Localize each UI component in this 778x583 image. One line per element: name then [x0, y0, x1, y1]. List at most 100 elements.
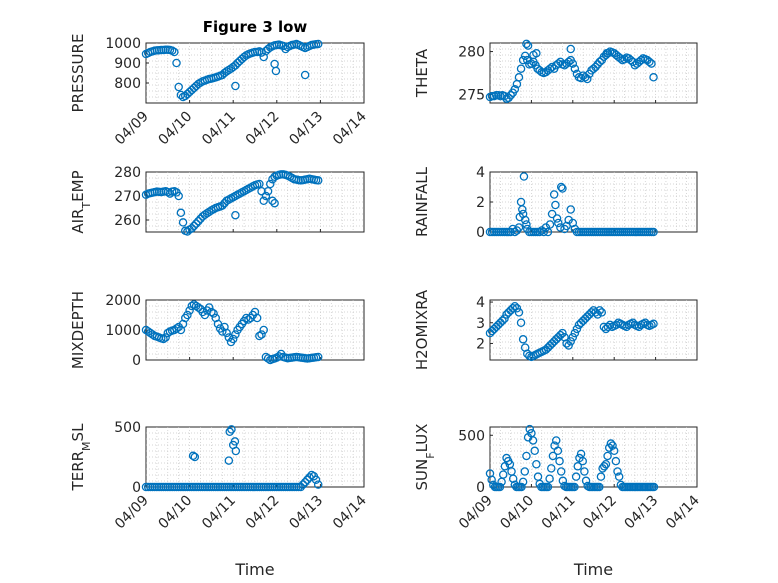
- data-point: [558, 328, 567, 338]
- data-point: [595, 306, 604, 315]
- y-axis-label: RAINFALL: [413, 166, 431, 237]
- data-point: [268, 196, 277, 206]
- data-point: [611, 456, 621, 466]
- x-tick-label: 04/09: [112, 493, 152, 533]
- data-point: [516, 64, 526, 73]
- data-point: [551, 200, 560, 210]
- data-point: [518, 477, 528, 487]
- data-point: [231, 81, 240, 91]
- data-point: [568, 59, 578, 68]
- data-point: [170, 47, 179, 57]
- data-point: [532, 49, 541, 58]
- data-point: [520, 215, 530, 225]
- x-tick-label: 04/14: [663, 492, 703, 532]
- data-point: [566, 44, 575, 54]
- y-tick-label: 4: [476, 295, 485, 311]
- data-point: [517, 482, 526, 492]
- y-tick-label: 3: [476, 316, 485, 332]
- panel-rainfall: 0 2 4 RAINFALL: [413, 165, 698, 241]
- data-point: [527, 59, 536, 68]
- data-point: [174, 82, 183, 92]
- data-point: [647, 59, 656, 68]
- data-point: [613, 467, 622, 476]
- data-point: [553, 446, 563, 456]
- data-point: [522, 451, 531, 461]
- y-axis-label: THETA: [413, 48, 431, 98]
- data-point: [600, 462, 609, 471]
- data-point: [300, 477, 310, 487]
- data-point: [259, 196, 268, 206]
- data-point: [510, 301, 520, 311]
- y-tick-label: 0: [476, 225, 485, 241]
- data-point: [161, 333, 170, 342]
- data-point: [556, 330, 565, 340]
- x-tick-label: 04/14: [330, 492, 370, 532]
- data-point: [508, 474, 518, 483]
- y-tick-label: 1000: [105, 323, 141, 339]
- y-axis-label: TERRMSL: [69, 423, 93, 492]
- y-axis-label: PRESSURE: [69, 34, 87, 113]
- data-point: [591, 62, 600, 72]
- panel-mixdepth: 0 1000 2000 MIXDEPTH: [69, 291, 365, 369]
- data-point: [190, 452, 200, 462]
- data-point: [539, 227, 549, 237]
- data-point: [519, 172, 529, 181]
- data-point: [522, 220, 531, 229]
- data-point: [620, 55, 629, 64]
- data-point: [545, 220, 555, 229]
- data-point: [222, 328, 231, 338]
- data-point: [230, 437, 240, 446]
- data-point: [566, 205, 575, 214]
- y-tick-label: 1000: [105, 36, 141, 52]
- data-point: [626, 55, 636, 65]
- data-point: [552, 214, 562, 223]
- data-point: [189, 221, 199, 231]
- x-tick-label: 04/10: [497, 493, 537, 533]
- data-point: [591, 308, 600, 317]
- data-point: [609, 446, 619, 456]
- data-point: [239, 52, 249, 62]
- data-point: [271, 66, 281, 76]
- y-tick-label: 500: [458, 428, 485, 444]
- x-tick-label: 04/11: [199, 493, 239, 533]
- data-point: [608, 441, 617, 450]
- x-tick-label: 04/13: [622, 493, 662, 533]
- panel-h2omixra: 2 3 4 H2OMIXRA: [413, 289, 698, 370]
- data-point: [649, 73, 658, 82]
- data-point: [508, 304, 518, 313]
- data-point: [545, 474, 554, 483]
- y-tick-label: 0: [476, 480, 485, 496]
- data-point: [263, 354, 273, 363]
- x-tick-label: 04/10: [156, 493, 196, 533]
- data-point: [485, 469, 495, 478]
- data-point: [518, 55, 528, 65]
- y-tick-label: 280: [114, 165, 141, 181]
- data-point: [498, 316, 507, 325]
- data-point: [498, 470, 508, 479]
- data-point: [520, 51, 530, 61]
- data-point: [514, 223, 524, 232]
- data-point: [649, 319, 658, 329]
- data-point: [311, 475, 321, 485]
- data-point: [602, 49, 611, 58]
- data-point: [257, 48, 266, 57]
- y-tick-label: 0: [132, 353, 141, 369]
- data-point: [530, 446, 539, 456]
- data-point: [231, 330, 240, 339]
- data-point: [551, 436, 561, 445]
- data-point: [172, 324, 181, 333]
- data-point: [580, 467, 589, 476]
- data-point: [556, 182, 566, 192]
- data-point: [495, 482, 505, 492]
- data-point: [259, 325, 268, 335]
- x-tick-label: 04/11: [539, 493, 579, 533]
- data-point: [266, 179, 275, 189]
- data-point: [231, 210, 240, 220]
- y-tick-label: 2: [476, 336, 485, 352]
- data-point: [506, 91, 515, 100]
- data-point: [185, 306, 194, 315]
- data-point: [207, 307, 216, 317]
- data-point: [543, 482, 553, 492]
- data-point: [555, 456, 564, 466]
- data-point: [545, 64, 555, 73]
